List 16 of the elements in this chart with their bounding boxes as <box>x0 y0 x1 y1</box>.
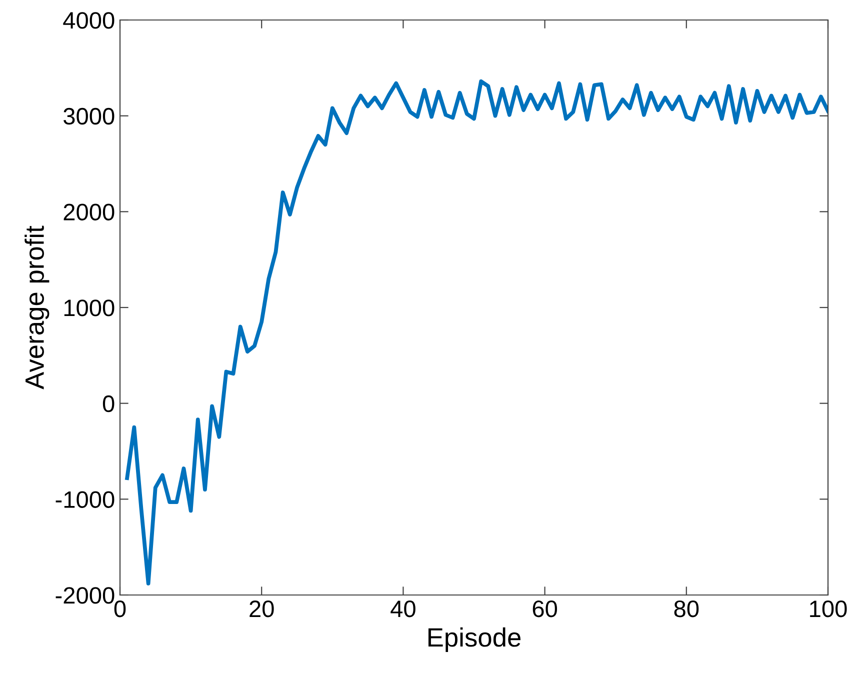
y-tick-label: 3000 <box>64 108 114 125</box>
y-tick-label: -2000 <box>56 587 114 604</box>
x-axis-title: Episode <box>428 627 521 652</box>
x-tick-label: 40 <box>390 600 416 618</box>
line-series <box>125 79 828 586</box>
y-tick-label: 0 <box>102 395 114 412</box>
y-axis-title: Average profit <box>24 226 50 390</box>
x-tick-label: 0 <box>114 600 126 618</box>
y-tick-label: 2000 <box>64 204 114 220</box>
y-tick-label: 4000 <box>63 12 114 29</box>
x-tick-label: 80 <box>674 600 699 618</box>
x-tick-label: 100 <box>810 600 847 618</box>
y-tick-label: -1000 <box>56 491 114 508</box>
x-tick-label: 20 <box>250 600 274 618</box>
y-tick-label: 1000 <box>64 300 114 316</box>
x-tick-label: 60 <box>532 600 558 618</box>
